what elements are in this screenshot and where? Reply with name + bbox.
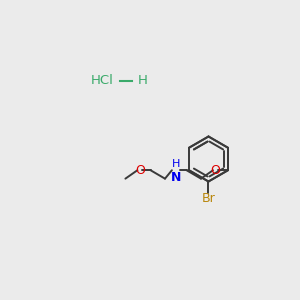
Text: Br: Br bbox=[202, 192, 215, 205]
Text: HCl: HCl bbox=[91, 74, 114, 88]
Text: N: N bbox=[171, 171, 181, 184]
Text: H: H bbox=[172, 159, 180, 169]
Text: H: H bbox=[138, 74, 148, 88]
Text: O: O bbox=[210, 164, 220, 177]
Text: O: O bbox=[135, 164, 145, 177]
